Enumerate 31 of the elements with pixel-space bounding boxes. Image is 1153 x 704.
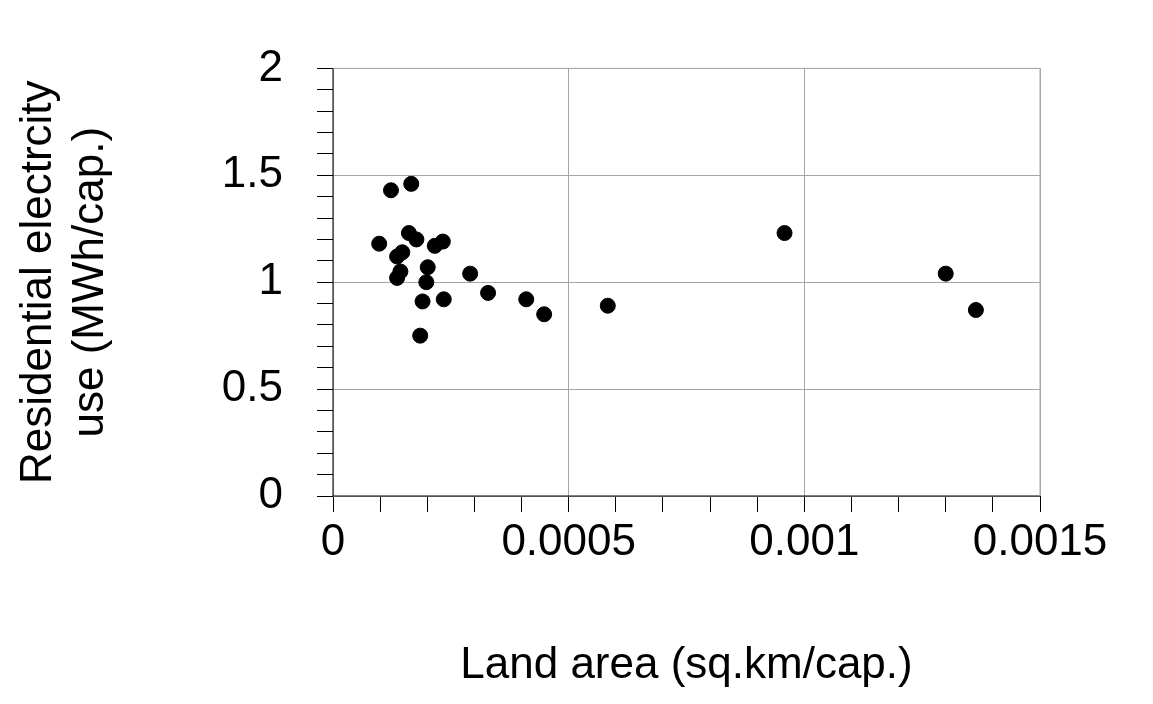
point	[480, 284, 497, 301]
x-tick-label: 0.001	[749, 514, 860, 564]
y-tick-label: 1	[258, 254, 283, 304]
point	[435, 291, 452, 308]
point	[414, 293, 431, 310]
y-tick-label: 2	[258, 40, 283, 90]
point	[599, 297, 616, 314]
point	[418, 274, 435, 291]
y-tick-label: 0	[258, 468, 283, 518]
point	[408, 231, 425, 248]
point	[776, 225, 793, 242]
point	[412, 327, 429, 344]
point	[462, 265, 479, 282]
y-tick-label: 0.5	[221, 361, 283, 411]
point	[419, 259, 436, 276]
x-tick-label: 0.0015	[972, 514, 1108, 564]
point	[937, 265, 954, 282]
x-tick-label: 0.0005	[501, 514, 636, 564]
y-tick-label: 1.5	[221, 147, 283, 197]
point	[389, 269, 406, 286]
y-axis-title: Residential electrcity use (MWh/cap.)	[10, 80, 113, 484]
point	[371, 235, 388, 252]
point	[967, 301, 984, 318]
point	[382, 182, 399, 199]
x-axis-title: Land area (sq.km/cap.)	[460, 637, 913, 687]
point	[536, 306, 553, 323]
point	[394, 244, 411, 261]
point	[434, 233, 451, 250]
point	[403, 175, 420, 192]
point	[518, 291, 535, 308]
x-tick-label: 0	[320, 514, 346, 564]
